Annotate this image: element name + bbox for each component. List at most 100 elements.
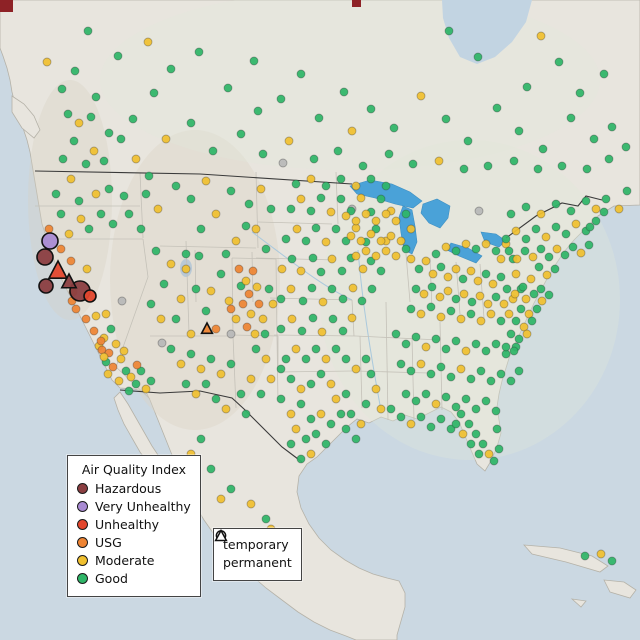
aqi-monitor-point[interactable] — [141, 189, 151, 199]
aqi-monitor-point[interactable] — [208, 146, 218, 156]
aqi-monitor-point[interactable] — [521, 202, 531, 212]
aqi-monitor-point[interactable] — [242, 322, 252, 332]
aqi-monitor-point[interactable] — [256, 184, 266, 194]
aqi-monitor-point[interactable] — [552, 244, 562, 254]
aqi-monitor-point[interactable] — [466, 309, 476, 319]
aqi-monitor-point[interactable] — [216, 369, 226, 379]
aqi-monitor-point[interactable] — [108, 362, 118, 372]
aqi-monitor-point[interactable] — [524, 309, 534, 319]
aqi-monitor-point[interactable] — [451, 419, 461, 429]
aqi-monitor-point[interactable] — [181, 264, 191, 274]
aqi-monitor-point[interactable] — [411, 332, 421, 342]
aqi-monitor-point[interactable] — [401, 209, 411, 219]
aqi-monitor-point[interactable] — [520, 246, 530, 256]
aqi-monitor-point[interactable] — [96, 209, 106, 219]
aqi-monitor-point[interactable] — [346, 206, 356, 216]
aqi-monitor-point[interactable] — [358, 264, 368, 274]
aqi-monitor-point[interactable] — [91, 311, 101, 321]
aqi-monitor-point[interactable] — [463, 136, 473, 146]
aqi-monitor-point[interactable] — [301, 354, 311, 364]
aqi-monitor-point[interactable] — [99, 156, 109, 166]
aqi-monitor-point[interactable] — [544, 290, 554, 300]
aqi-monitor-point[interactable] — [186, 118, 196, 128]
aqi-monitor-point[interactable] — [126, 372, 136, 382]
aqi-monitor-point[interactable] — [114, 376, 124, 386]
aqi-monitor-point[interactable] — [476, 316, 486, 326]
aqi-monitor-point[interactable] — [103, 369, 113, 379]
aqi-monitor-point[interactable] — [42, 57, 52, 67]
aqi-monitor-point[interactable] — [441, 242, 451, 252]
aqi-monitor-point[interactable] — [436, 414, 446, 424]
aqi-monitor-point[interactable] — [113, 51, 123, 61]
aqi-monitor-point[interactable] — [99, 352, 109, 362]
aqi-monitor-point[interactable] — [244, 289, 254, 299]
aqi-monitor-point[interactable] — [484, 449, 494, 459]
aqi-monitor-point[interactable] — [496, 254, 506, 264]
aqi-monitor-point[interactable] — [401, 244, 411, 254]
aqi-monitor-point[interactable] — [306, 414, 316, 424]
aqi-monitor-point[interactable] — [89, 326, 99, 336]
aqi-monitor-point[interactable] — [317, 327, 327, 337]
aqi-monitor-point[interactable] — [491, 292, 501, 302]
aqi-monitor-point[interactable] — [106, 324, 116, 334]
aqi-monitor-point[interactable] — [66, 174, 76, 184]
aqi-monitor-point[interactable] — [104, 184, 114, 194]
aqi-monitor-point[interactable] — [346, 231, 356, 241]
aqi-monitor-point[interactable] — [441, 392, 451, 402]
aqi-monitor-point[interactable] — [307, 283, 317, 293]
aqi-monitor-point[interactable] — [366, 174, 376, 184]
aqi-monitor-point[interactable] — [361, 209, 371, 219]
aqi-monitor-point[interactable] — [296, 384, 306, 394]
aqi-monitor-point[interactable] — [537, 296, 547, 306]
aqi-monitor-point[interactable] — [136, 366, 146, 376]
aqi-monitor-point[interactable] — [446, 306, 456, 316]
aqi-monitor-point[interactable] — [514, 366, 524, 376]
aqi-monitor-point[interactable] — [408, 159, 418, 169]
aqi-monitor-point[interactable] — [492, 103, 502, 113]
aqi-monitor-point[interactable] — [308, 253, 318, 263]
aqi-monitor-point[interactable] — [511, 269, 521, 279]
aqi-monitor-point[interactable] — [211, 209, 221, 219]
aqi-monitor-point[interactable] — [381, 181, 391, 191]
aqi-monitor-point[interactable] — [246, 374, 256, 384]
aqi-monitor-point[interactable] — [411, 396, 421, 406]
aqi-monitor-point[interactable] — [58, 154, 68, 164]
aqi-monitor-point[interactable] — [338, 326, 348, 336]
aqi-monitor-point[interactable] — [337, 266, 347, 276]
aqi-monitor-point[interactable] — [528, 252, 538, 262]
aqi-monitor-point[interactable] — [550, 264, 560, 274]
aqi-monitor-point[interactable] — [351, 434, 361, 444]
aqi-monitor-point[interactable] — [216, 269, 226, 279]
aqi-monitor-point[interactable] — [296, 266, 306, 276]
aqi-monitor-point[interactable] — [441, 114, 451, 124]
aqi-monitor-point[interactable] — [276, 294, 286, 304]
aqi-monitor-point[interactable] — [96, 336, 106, 346]
aqi-monitor-point[interactable] — [246, 309, 256, 319]
aqi-monitor-marker-circle[interactable] — [41, 232, 59, 250]
aqi-monitor-point[interactable] — [309, 154, 319, 164]
aqi-monitor-point[interactable] — [478, 439, 488, 449]
aqi-monitor-point[interactable] — [443, 286, 453, 296]
aqi-monitor-point[interactable] — [488, 279, 498, 289]
aqi-monitor-point[interactable] — [301, 434, 311, 444]
aqi-monitor-point[interactable] — [426, 422, 436, 432]
aqi-monitor-point[interactable] — [74, 196, 84, 206]
aqi-monitor-point[interactable] — [166, 64, 176, 74]
aqi-monitor-point[interactable] — [241, 276, 251, 286]
aqi-monitor-point[interactable] — [532, 304, 542, 314]
aqi-monitor-point[interactable] — [518, 282, 528, 292]
aqi-monitor-point[interactable] — [391, 329, 401, 339]
aqi-monitor-point[interactable] — [509, 346, 519, 356]
aqi-monitor-point[interactable] — [509, 156, 519, 166]
aqi-monitor-point[interactable] — [171, 314, 181, 324]
aqi-monitor-point[interactable] — [536, 31, 546, 41]
aqi-monitor-point[interactable] — [451, 264, 461, 274]
aqi-monitor-point[interactable] — [473, 52, 483, 62]
aqi-monitor-point[interactable] — [506, 329, 516, 339]
aqi-monitor-point[interactable] — [436, 312, 446, 322]
aqi-monitor-point[interactable] — [56, 209, 66, 219]
aqi-monitor-point[interactable] — [268, 299, 278, 309]
aqi-monitor-point[interactable] — [261, 514, 271, 524]
aqi-monitor-point[interactable] — [253, 106, 263, 116]
aqi-monitor-point[interactable] — [266, 374, 276, 384]
